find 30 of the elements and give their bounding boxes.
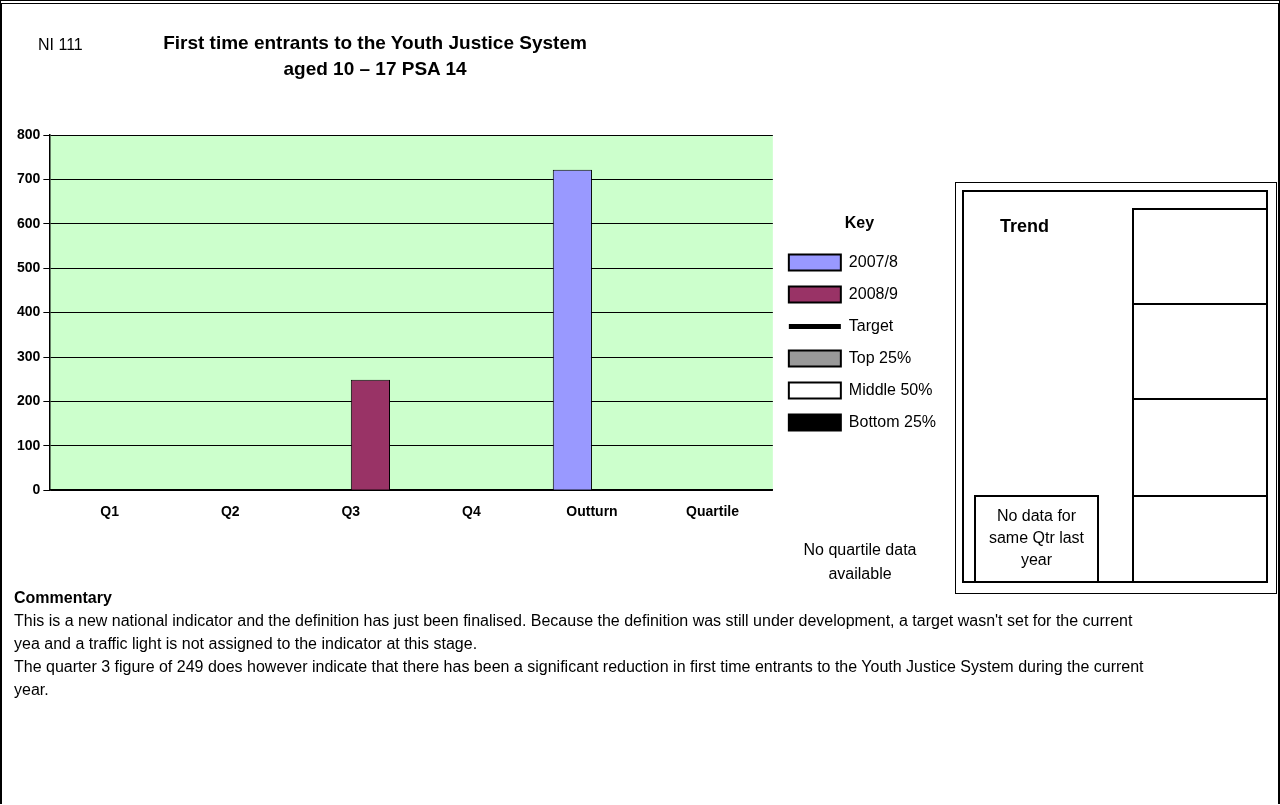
x-tick-label: Q4 xyxy=(462,503,481,520)
y-tick-label: 300 xyxy=(17,347,41,364)
y-tick-label: 400 xyxy=(17,303,41,320)
text: This is a new national indicator and the definition has just been finalised. Because the definition was still under development, a target wasn't set for the current yea and a traffic light is not assigned to the indicator at this stage. xyxy=(14,611,1134,654)
legend-label: Target xyxy=(848,317,894,335)
x-tick-label: Outturn xyxy=(566,503,618,520)
y-tick-label: 100 xyxy=(17,436,41,453)
legend-label: Top 25% xyxy=(848,349,912,367)
chart-title: First time entrants to the Youth Justice System aged 10 – 17 PSA 14 xyxy=(162,31,588,81)
x-tick-label: Quartile xyxy=(686,503,740,520)
y-tick-label: 500 xyxy=(17,259,41,276)
text: NI 111 xyxy=(38,36,83,54)
y-tick-label: 0 xyxy=(32,481,41,498)
y-tick-label: 200 xyxy=(17,392,41,409)
legend-title: Key xyxy=(844,213,875,231)
text: Commentary xyxy=(14,588,113,608)
y-tick-label: 600 xyxy=(17,214,41,231)
x-tick-label: Q3 xyxy=(341,503,361,520)
text: Trend xyxy=(1000,216,1050,237)
x-tick-label: Q1 xyxy=(100,503,120,520)
legend-label: 2008/9 xyxy=(848,285,898,303)
text: No quartile data available xyxy=(802,540,918,584)
legend-label: Middle 50% xyxy=(848,381,933,399)
text: No data for same Qtr last year xyxy=(974,495,1099,583)
legend-label: Bottom 25% xyxy=(848,413,936,431)
x-tick-label: Q2 xyxy=(220,503,240,520)
y-tick-label: 700 xyxy=(17,170,41,187)
y-tick-label: 800 xyxy=(17,125,41,142)
text: The quarter 3 figure of 249 does however indicate that there has been a significant reduction in first time entrants to the Youth Justice System during the current year. xyxy=(14,657,1144,700)
legend-label: 2007/8 xyxy=(848,253,898,271)
